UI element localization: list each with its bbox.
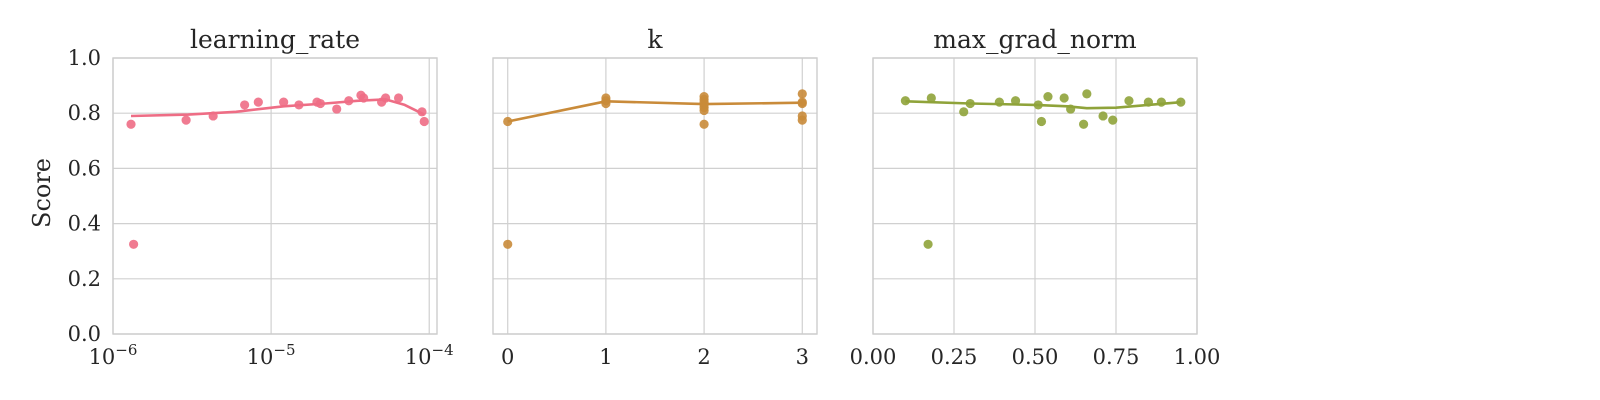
data-point [797, 89, 807, 99]
panels: learning_rate 0.0 0.2 0.4 0.6 0.8 1.0 10−6 10−5 1… [68, 25, 1221, 369]
data-point [1176, 97, 1186, 107]
data-point [923, 239, 933, 249]
data-point [926, 93, 936, 103]
plot-frame [112, 57, 438, 335]
data-point [208, 111, 218, 121]
trend-line [130, 98, 425, 118]
data-point [253, 97, 263, 107]
panel-max-grad-norm: max_grad_norm 0.00 0.25 0.50 0.75 1.00 [850, 25, 1221, 369]
data-point [332, 104, 342, 114]
data-point [279, 97, 289, 107]
data-point [126, 119, 136, 129]
x-tick-label: 1.00 [1174, 345, 1221, 369]
data-point [1098, 111, 1108, 121]
x-tick-label: 1 [599, 345, 612, 369]
x-tick-label: 10−4 [405, 341, 454, 369]
data-point [129, 239, 139, 249]
data-point [1124, 96, 1134, 106]
data-point [381, 93, 391, 103]
plot-frame [872, 57, 1198, 335]
data-point [797, 115, 807, 125]
data-point [419, 116, 429, 127]
data-point [181, 115, 191, 125]
y-tick-label: 0.8 [68, 101, 101, 125]
y-axis-label: Score [28, 158, 56, 228]
data-point [699, 119, 709, 129]
y-tick-label: 0.4 [68, 212, 101, 236]
data-point [344, 96, 354, 106]
x-tick-label: 0.25 [931, 345, 978, 369]
y-tick-label: 0.6 [68, 156, 101, 180]
data-point [1036, 116, 1047, 127]
x-tick-label: 3 [796, 345, 809, 369]
data-point [699, 105, 709, 116]
data-point [1082, 89, 1092, 99]
data-point [797, 98, 807, 109]
data-point [503, 116, 513, 127]
data-point [359, 93, 369, 103]
trend-line [905, 100, 1181, 110]
data-point [601, 98, 611, 109]
data-point [1066, 104, 1076, 114]
x-tick-label: 10−6 [89, 341, 138, 369]
data-point [240, 100, 250, 110]
data-point [1079, 119, 1089, 129]
y-tick-label: 1.0 [68, 46, 101, 70]
data-point [1010, 96, 1021, 106]
data-point [959, 107, 969, 117]
x-tick-label: 0.00 [850, 345, 897, 369]
x-tick-label: 2 [697, 345, 710, 369]
x-tick-label: 10−5 [247, 341, 296, 369]
trend-line [507, 100, 803, 123]
x-tick-label: 0 [501, 345, 514, 369]
data-point [1143, 97, 1153, 107]
x-tick-label: 0.50 [1012, 345, 1059, 369]
data-point [994, 97, 1004, 107]
data-point [1033, 100, 1043, 110]
y-tick-label: 0.2 [68, 267, 101, 291]
data-point [1059, 93, 1069, 103]
data-point [965, 98, 975, 109]
data-point [900, 96, 911, 106]
data-point [315, 98, 326, 109]
y-tick-label: 0.0 [68, 322, 101, 346]
data-point [1108, 115, 1118, 125]
panel-title: k [647, 25, 663, 54]
data-point [1156, 97, 1166, 107]
plot-frame [492, 57, 818, 335]
data-point [1043, 92, 1053, 102]
data-point [503, 239, 513, 249]
data-point [294, 100, 304, 110]
panel-k: k 0 1 2 3 [492, 25, 818, 369]
panel-title: max_grad_norm [933, 25, 1137, 54]
data-point [417, 107, 427, 117]
panel-title: learning_rate [190, 25, 360, 54]
data-point [393, 93, 404, 103]
x-tick-label: 0.75 [1093, 345, 1140, 369]
panel-learning-rate: learning_rate 0.0 0.2 0.4 0.6 0.8 1.0 10−6 10−5 1… [68, 25, 454, 369]
